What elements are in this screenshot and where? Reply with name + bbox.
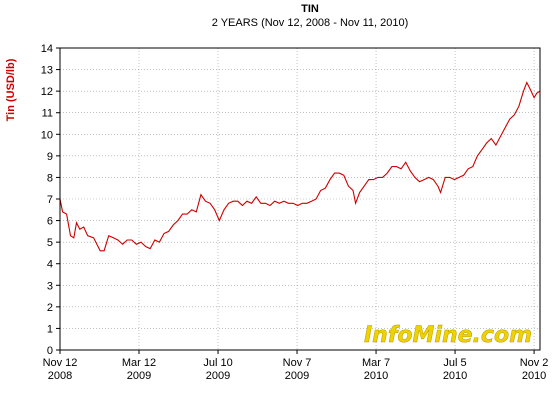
y-tick-label: 5 (47, 237, 53, 249)
y-tick-label: 3 (47, 280, 53, 292)
x-tick-year-label: 2010 (443, 370, 467, 382)
chart-subtitle: 2 YEARS (Nov 12, 2008 - Nov 11, 2010) (212, 17, 408, 29)
watermark-text: InfoMine.com (364, 323, 532, 348)
infomine-watermark: InfoMine.com (364, 323, 533, 349)
x-tick-label: Nov 12 (43, 357, 78, 369)
x-tick-year-label: 2010 (364, 370, 388, 382)
x-tick-year-label: 2009 (127, 370, 151, 382)
y-tick-label: 12 (41, 86, 53, 98)
x-tick-label: Jul 10 (203, 357, 232, 369)
x-tick-label: Nov 7 (283, 357, 312, 369)
x-tick-year-label: 2009 (285, 370, 309, 382)
y-tick-label: 11 (42, 108, 53, 120)
chart-title: TIN (301, 3, 319, 15)
x-tick-year-label: 2009 (206, 370, 230, 382)
y-axis-label: Tin (USD/lb) (5, 58, 17, 121)
y-tick-label: 9 (47, 151, 53, 163)
x-tick-label: Jul 5 (443, 357, 466, 369)
y-tick-label: 14 (41, 43, 53, 55)
y-tick-label: 6 (47, 216, 53, 228)
x-tick-label: Nov 2 (520, 357, 549, 369)
x-tick-year-label: 2008 (48, 370, 72, 382)
y-tick-label: 13 (41, 65, 53, 77)
x-tick-label: Mar 12 (122, 357, 156, 369)
y-tick-label: 4 (47, 259, 53, 271)
x-tick-year-label: 2010 (522, 370, 546, 382)
y-tick-label: 8 (47, 172, 53, 184)
y-tick-label: 0 (47, 345, 53, 357)
y-tick-label: 10 (41, 129, 53, 141)
grid-lines (60, 48, 540, 350)
y-tick-label: 1 (47, 323, 53, 335)
tin-price-series-line (59, 81, 541, 252)
y-tick-label: 2 (47, 302, 53, 314)
x-tick-label: Mar 7 (362, 357, 390, 369)
y-tick-label: 7 (47, 194, 53, 206)
